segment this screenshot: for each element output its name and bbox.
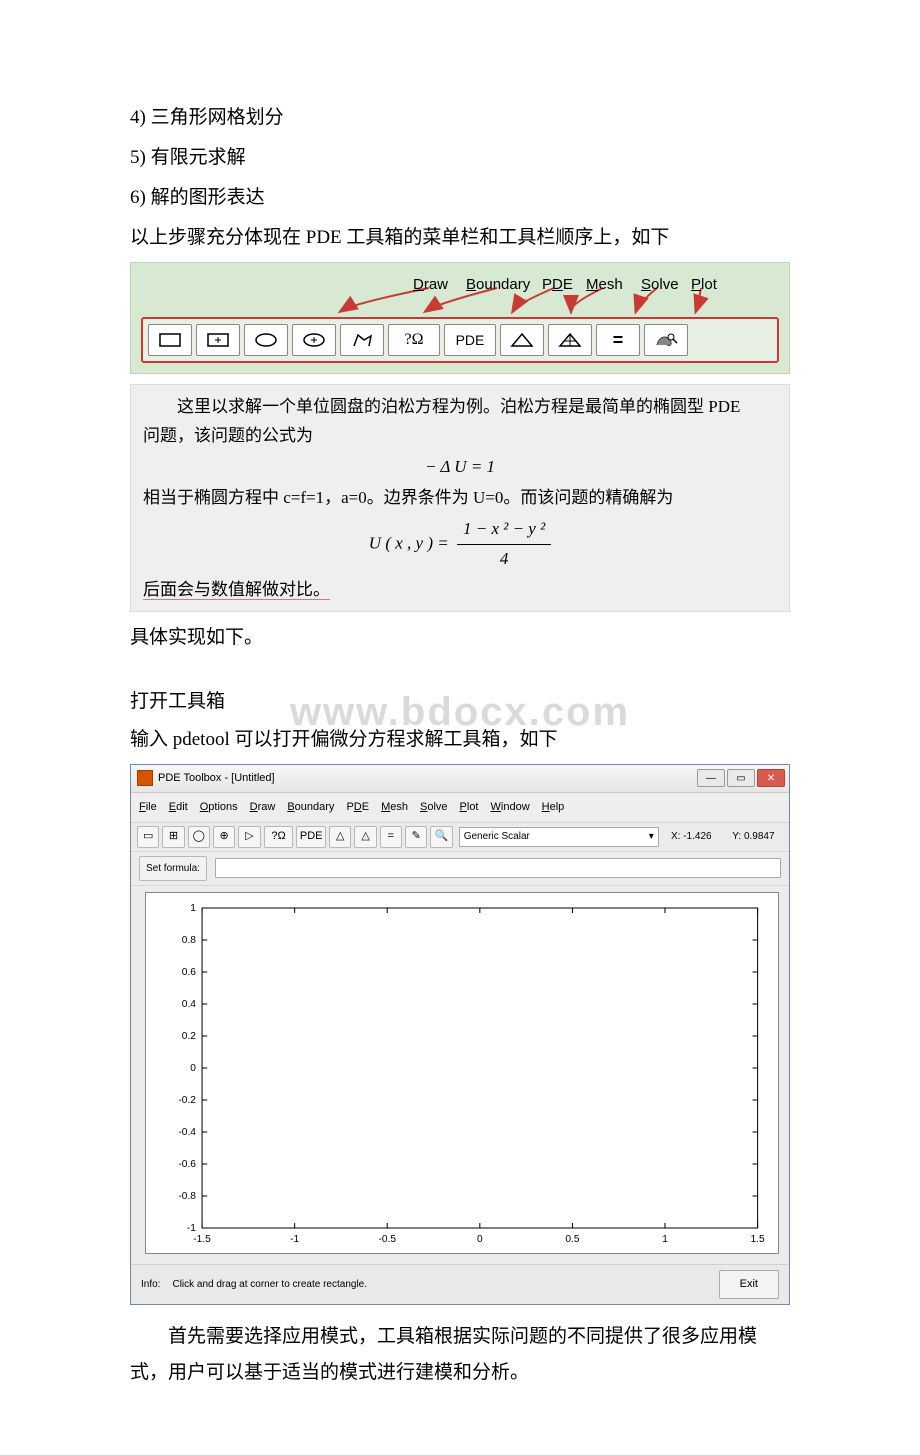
menu-pde[interactable]: PDE: [542, 271, 573, 300]
tool-poly-button[interactable]: [340, 324, 384, 356]
menu-draw[interactable]: Draw: [413, 271, 448, 300]
menu-mesh[interactable]: Mesh: [586, 271, 623, 300]
tool-eq-button[interactable]: =: [596, 324, 640, 356]
close-button[interactable]: ✕: [757, 769, 785, 787]
fig2-l1b: 问题，该问题的公式为: [143, 422, 777, 451]
impl-note: 具体实现如下。: [130, 620, 790, 656]
info-text: Click and drag at corner to create recta…: [172, 1275, 367, 1294]
menu-boundary[interactable]: Boundary: [466, 271, 530, 300]
formula-row: Set formula:: [131, 852, 789, 886]
menu-pde[interactable]: PDE: [346, 797, 369, 818]
svg-text:0.6: 0.6: [182, 967, 197, 978]
tool-rect-button[interactable]: [148, 324, 192, 356]
tool-zoom-button[interactable]: [644, 324, 688, 356]
step-5: 5) 有限元求解: [130, 140, 790, 176]
svg-text:-0.5: -0.5: [378, 1234, 396, 1245]
menu-file[interactable]: File: [139, 797, 157, 818]
tb-trir-button[interactable]: △: [354, 826, 376, 848]
tool-ellc-button[interactable]: [292, 324, 336, 356]
fig2-l2: 相当于椭圆方程中 c=f=1，a=0。边界条件为 U=0。而该问题的精确解为: [143, 484, 777, 513]
tb-pde-button[interactable]: PDE: [296, 826, 326, 848]
fig1-toolbar: ?ΩPDE =: [141, 317, 779, 363]
menubar: File Edit Options Draw Boundary PDE Mesh Solve P…: [131, 793, 789, 823]
fig2-l3: 后面会与数值解做对比。: [143, 576, 777, 605]
tb-poly-button[interactable]: ▷: [238, 826, 260, 848]
tool-rectc-button[interactable]: [196, 324, 240, 356]
tb-rectc-button[interactable]: ⊞: [162, 826, 184, 848]
svg-text:-1: -1: [187, 1223, 196, 1234]
fig2-eq2: U ( x , y ) = 1 − x ² − y ² 4: [143, 513, 777, 576]
menu-plot[interactable]: Plot: [691, 271, 717, 300]
svg-text:-0.6: -0.6: [178, 1159, 196, 1170]
minimize-button[interactable]: —: [697, 769, 725, 787]
tool-omega-button[interactable]: ?Ω: [388, 324, 440, 356]
tb-zoom-button[interactable]: ✎: [405, 826, 427, 848]
fig2-eq1: − Δ U = 1: [143, 451, 777, 484]
pdetool-note: 输入 pdetool 可以打开偏微分方程求解工具箱，如下: [130, 722, 790, 758]
svg-text:0: 0: [190, 1063, 196, 1074]
app-icon: [137, 770, 153, 786]
statusbar: Info: Click and drag at corner to create…: [131, 1264, 789, 1304]
tb-mag-button[interactable]: 🔍: [430, 826, 452, 848]
menu-window[interactable]: Window: [491, 797, 530, 818]
svg-text:0.8: 0.8: [182, 935, 197, 946]
tb-ell-button[interactable]: ◯: [188, 826, 210, 848]
svg-text:-0.8: -0.8: [178, 1191, 196, 1202]
tool-trir-button[interactable]: [548, 324, 592, 356]
svg-text:1: 1: [190, 903, 196, 914]
plot-axes[interactable]: 10.80.60.40.20-0.2-0.4-0.6-0.8-1-1.5-1-0…: [145, 892, 779, 1254]
tool-pde-button[interactable]: PDE: [444, 324, 496, 356]
tb-omega-button[interactable]: ?Ω: [264, 826, 294, 848]
eq2-lhs: U ( x , y ) =: [369, 533, 449, 552]
menu-solve[interactable]: Solve: [420, 797, 448, 818]
tb-ellc-button[interactable]: ⊕: [213, 826, 235, 848]
mode-select[interactable]: Generic Scalar▾: [459, 827, 659, 847]
window-title: PDE Toolbox - [Untitled]: [158, 768, 275, 789]
coord-x: X: -1.426: [662, 827, 721, 846]
fig2-l1a: 这里以求解一个单位圆盘的泊松方程为例。泊松方程是最简单的椭圆型 PDE: [143, 393, 777, 422]
menu-plot[interactable]: Plot: [460, 797, 479, 818]
tool-ell-button[interactable]: [244, 324, 288, 356]
info-label: Info:: [141, 1275, 160, 1294]
eq2-den: 4: [457, 545, 551, 574]
step-6: 6) 解的图形表达: [130, 180, 790, 216]
menubar-note: 以上步骤充分体现在 PDE 工具箱的菜单栏和工具栏顺序上，如下: [130, 220, 790, 256]
mode-note: 首先需要选择应用模式，工具箱根据实际问题的不同提供了很多应用模式，用户可以基于适…: [130, 1319, 790, 1391]
svg-text:1.5: 1.5: [751, 1234, 766, 1245]
tb-tri-button[interactable]: △: [329, 826, 351, 848]
svg-text:0.2: 0.2: [182, 1031, 197, 1042]
titlebar: PDE Toolbox - [Untitled] — ▭ ✕: [131, 765, 789, 793]
set-formula-button[interactable]: Set formula:: [139, 856, 207, 881]
svg-text:-1: -1: [290, 1234, 299, 1245]
toolbar: ▭⊞◯⊕▷?ΩPDE△△=✎🔍 Generic Scalar▾X: -1.426…: [131, 823, 789, 852]
menu-mesh[interactable]: Mesh: [381, 797, 408, 818]
fig-problem-statement: 这里以求解一个单位圆盘的泊松方程为例。泊松方程是最简单的椭圆型 PDE 问题，该…: [130, 384, 790, 611]
exit-button[interactable]: Exit: [719, 1270, 779, 1299]
menu-boundary[interactable]: Boundary: [287, 797, 334, 818]
svg-text:0.5: 0.5: [565, 1234, 580, 1245]
tb-rect-button[interactable]: ▭: [137, 826, 159, 848]
menu-draw[interactable]: Draw: [250, 797, 276, 818]
menu-options[interactable]: Options: [200, 797, 238, 818]
svg-text:0: 0: [477, 1234, 483, 1245]
menu-edit[interactable]: Edit: [169, 797, 188, 818]
open-toolbox-heading: 打开工具箱: [130, 684, 790, 720]
formula-input[interactable]: [215, 858, 781, 878]
fig-pdetool-window: PDE Toolbox - [Untitled] — ▭ ✕ File Edit O…: [130, 764, 790, 1305]
svg-text:-0.2: -0.2: [178, 1095, 196, 1106]
svg-text:-0.4: -0.4: [178, 1127, 196, 1138]
svg-text:-1.5: -1.5: [193, 1234, 211, 1245]
menu-solve[interactable]: Solve: [641, 271, 679, 300]
eq2-num: 1 − x ² − y ²: [457, 515, 551, 545]
tb-eq-button[interactable]: =: [380, 826, 402, 848]
menu-help[interactable]: Help: [542, 797, 565, 818]
canvas-area: 10.80.60.40.20-0.2-0.4-0.6-0.8-1-1.5-1-0…: [131, 886, 789, 1264]
fig-toolbar-arrows: DrawBoundaryPDEMeshSolvePlot ?ΩPDE=: [130, 262, 790, 374]
coord-y: Y: 0.9847: [724, 827, 783, 846]
maximize-button[interactable]: ▭: [727, 769, 755, 787]
tool-tri-button[interactable]: [500, 324, 544, 356]
svg-text:1: 1: [662, 1234, 668, 1245]
svg-text:0.4: 0.4: [182, 999, 197, 1010]
step-4: 4) 三角形网格划分: [130, 100, 790, 136]
